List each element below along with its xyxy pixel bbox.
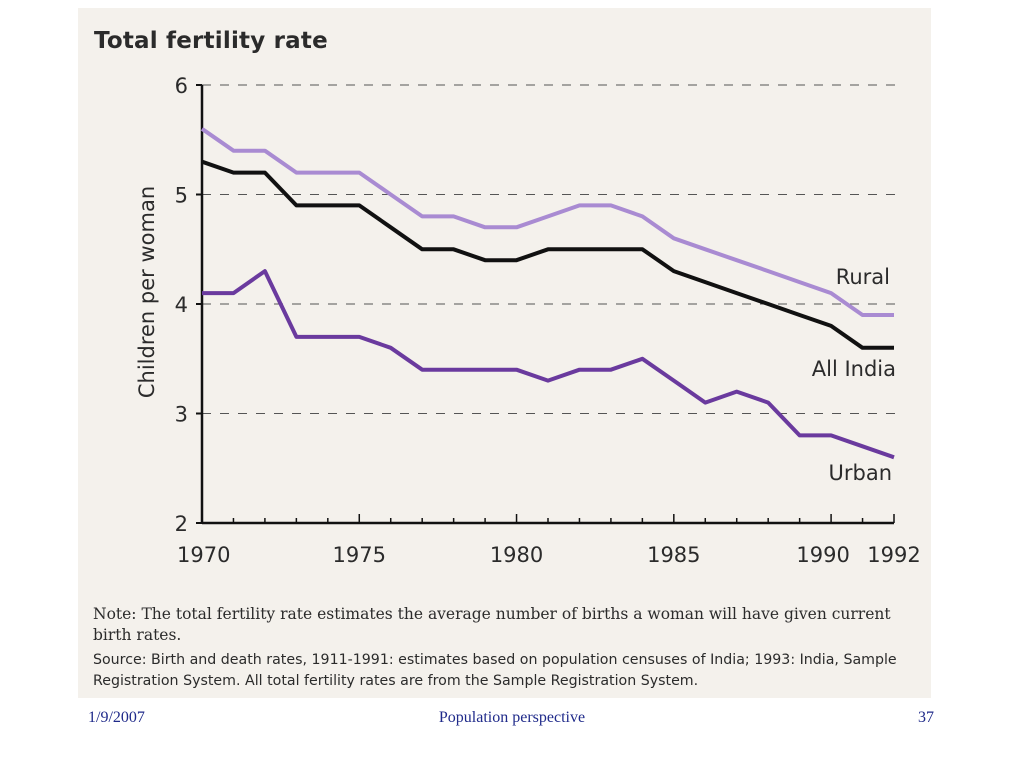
- scanned-figure-background: [78, 8, 931, 698]
- series-line-all-india: [201, 159, 894, 350]
- chart-source: Source: Birth and death rates, 1911-1991…: [93, 652, 897, 689]
- series-label: Urban: [828, 461, 892, 485]
- chart-title: Total fertility rate: [94, 28, 328, 54]
- y-tick-label: 6: [175, 74, 188, 98]
- series-line-rural: [200, 127, 894, 317]
- y-tick-label: 2: [175, 512, 188, 536]
- y-axis-label: Children per woman: [135, 186, 159, 398]
- series-label: All India: [812, 357, 896, 381]
- x-tick-label: 1975: [333, 543, 386, 567]
- y-tick-label: 5: [175, 184, 188, 208]
- series-label: Rural: [836, 265, 890, 289]
- x-tick-label: 1970: [177, 543, 230, 567]
- x-tick-label: 1990: [796, 543, 849, 567]
- chart-note: Note: The total fertility rate estimates…: [93, 605, 891, 644]
- footer-page-number: 37: [918, 709, 934, 726]
- y-tick-label: 3: [175, 403, 188, 427]
- y-tick-label: 4: [175, 293, 188, 317]
- footer-title: Population perspective: [438, 709, 586, 726]
- fertility-line-chart: 2 3 4 5 6 1970 1975 1980 1985 1990 1992 Rural All I…: [135, 74, 921, 567]
- x-tick-label: 1985: [647, 543, 700, 567]
- x-tick-label: 1992: [867, 543, 920, 567]
- x-tick-label: 1980: [490, 543, 543, 567]
- series-line-urban: [202, 269, 895, 460]
- footer-date: 1/9/2007: [88, 709, 145, 726]
